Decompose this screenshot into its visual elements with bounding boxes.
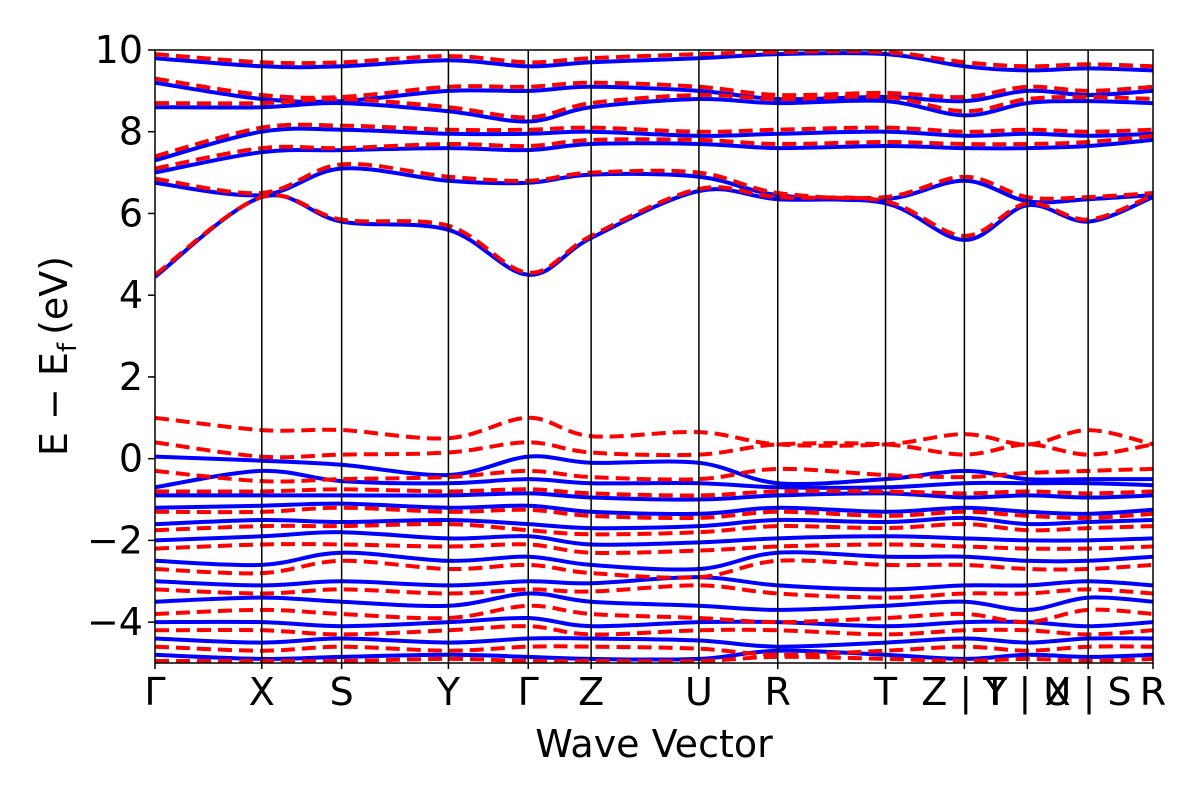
y-tick-label: 6 <box>119 191 143 235</box>
x-tick-label: T <box>873 670 898 714</box>
band-line <box>155 166 1153 205</box>
y-axis-title-subscript: f <box>53 342 83 352</box>
band-line <box>155 591 1153 612</box>
y-tick-label: −2 <box>87 518 143 562</box>
band-line <box>155 624 1153 637</box>
x-tick-label: Y <box>436 670 461 714</box>
plot-area <box>155 50 1153 663</box>
band-line <box>155 137 1153 175</box>
band-line <box>155 558 1153 580</box>
band-line <box>155 162 1153 201</box>
x-tick-label: Z <box>578 670 604 714</box>
band-line <box>155 50 1153 69</box>
plot-frame <box>154 49 1154 664</box>
y-axis-title: E − Ef (eV) <box>32 256 83 456</box>
band-line <box>155 133 1153 171</box>
band-line <box>155 583 1153 600</box>
band-line <box>155 187 1153 279</box>
band-line <box>155 185 1153 277</box>
band-line <box>155 550 1153 572</box>
x-tick-label: T | U <box>982 670 1071 715</box>
band-line <box>155 636 1153 649</box>
y-axis-title-main: E − E <box>32 352 76 456</box>
y-tick-label: 8 <box>119 110 143 154</box>
x-tick-label: Γ <box>518 670 539 714</box>
band-line <box>155 415 1153 448</box>
band-line <box>155 466 1153 484</box>
band-line <box>155 76 1153 100</box>
band-line <box>155 505 1153 521</box>
y-tick-label: 10 <box>95 28 143 72</box>
y-tick-label: 4 <box>119 273 143 317</box>
x-tick-label: Γ <box>144 670 165 714</box>
band-line <box>155 126 1153 163</box>
x-tick-label: R <box>1140 670 1166 714</box>
x-tick-label: Z | Y <box>921 670 1008 715</box>
kpath-lines <box>261 50 1089 663</box>
x-tick-label: X <box>249 670 275 714</box>
band-line <box>155 542 1153 555</box>
x-axis-title: Wave Vector <box>535 722 773 766</box>
y-tick-label: 0 <box>119 437 143 481</box>
x-tick-label: S <box>330 670 354 714</box>
y-axis-title-unit: (eV) <box>32 256 76 335</box>
x-tick-label: R <box>765 670 791 714</box>
band-line <box>155 521 1153 537</box>
band-line <box>155 501 1153 516</box>
y-ticks: −4 −2 0 2 4 6 8 10 <box>87 28 155 644</box>
band-line <box>155 50 1153 73</box>
band-line <box>155 644 1153 657</box>
y-tick-label: −4 <box>87 600 143 644</box>
band-line <box>155 440 1153 460</box>
band-line <box>155 575 1153 592</box>
band-line <box>155 603 1153 625</box>
x-tick-label: U <box>685 670 713 714</box>
band-line <box>155 491 1153 502</box>
band-line <box>155 654 1153 663</box>
band-line <box>155 122 1153 159</box>
band-line <box>155 515 1153 531</box>
y-tick-label: 2 <box>119 355 143 399</box>
x-tick-label: X | S <box>1045 670 1132 715</box>
band-line <box>155 487 1153 498</box>
band-line <box>155 92 1153 120</box>
